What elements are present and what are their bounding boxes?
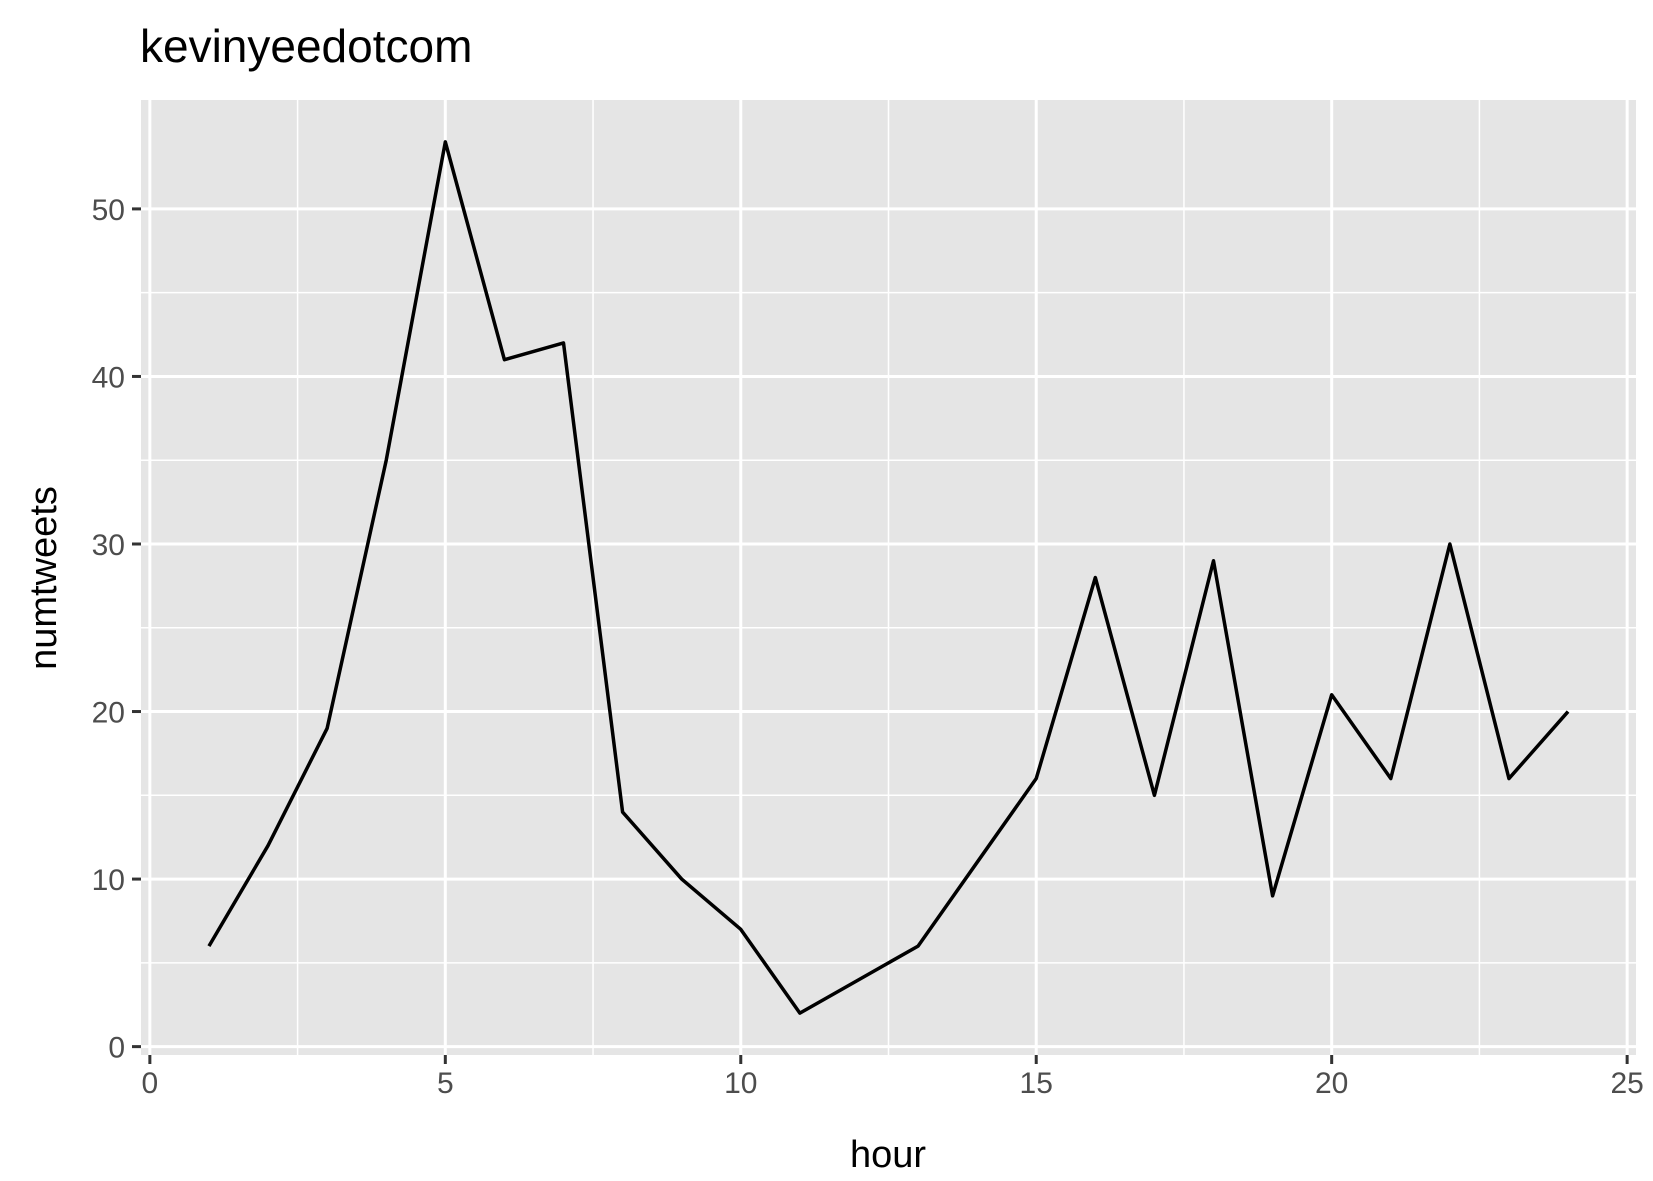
major-gridlines [141,100,1636,1055]
y-tick-label: 50 [92,194,125,227]
x-tick-label: 5 [437,1067,454,1100]
y-axis-title: numtweets [23,486,65,670]
x-tick-label: 0 [142,1067,159,1100]
x-tick-label: 20 [1315,1067,1348,1100]
x-tick-label: 15 [1020,1067,1053,1100]
x-tick-label: 10 [724,1067,757,1100]
series-layer [207,140,1570,1015]
x-axis: 0 5 10 15 20 25 [142,1055,1644,1100]
y-tick-label: 30 [92,529,125,562]
chart-title: kevinyeedotcom [140,20,472,72]
y-tick-label: 40 [92,361,125,394]
x-tick-label: 25 [1610,1067,1643,1100]
y-axis: 0 10 20 30 40 50 [92,194,141,1065]
series-line [207,140,1570,1015]
x-axis-title: hour [850,1134,926,1176]
y-tick-label: 10 [92,864,125,897]
y-tick-label: 0 [108,1032,125,1065]
y-tick-label: 20 [92,697,125,730]
